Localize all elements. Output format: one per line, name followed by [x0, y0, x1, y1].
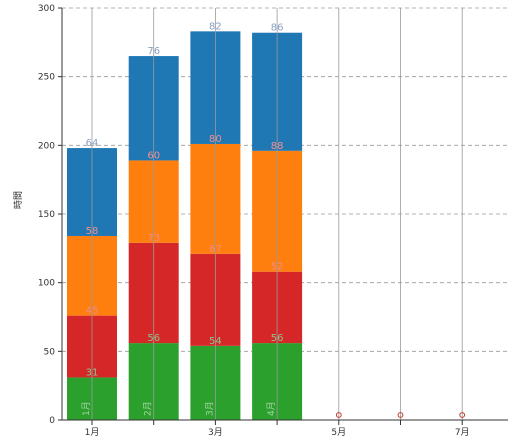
- bar-month-label: 1月: [81, 401, 92, 416]
- data-label: 54: [209, 336, 222, 347]
- data-label: 67: [209, 244, 222, 255]
- y-tick-label: 150: [38, 210, 55, 220]
- x-tick-label: 5月: [331, 427, 346, 438]
- data-label: 88: [271, 141, 284, 152]
- data-label: 82: [209, 21, 222, 32]
- zero-marker: [459, 412, 466, 418]
- x-tick-label: 1月: [85, 427, 100, 438]
- data-label: 56: [147, 333, 160, 344]
- zero-marker: [397, 412, 404, 418]
- bar-month-label: 4月: [266, 401, 277, 416]
- data-label: 31: [86, 367, 99, 378]
- bar-month-label: 3月: [204, 401, 215, 416]
- y-axis-title: 時間: [13, 191, 24, 209]
- bar-month-label: 5月: [328, 401, 339, 416]
- zero-marker: [335, 412, 342, 418]
- vertical-grid-layer: [91, 8, 463, 420]
- y-tick-label: 200: [38, 141, 55, 151]
- data-label: 60: [147, 150, 160, 161]
- axes-layer: 0 50 100 150 200 250 300 1月 3月 5月 7月: [38, 4, 508, 438]
- y-tick-label: 0: [49, 416, 55, 426]
- data-label: 86: [271, 23, 284, 34]
- bar-month-label: 7月: [451, 401, 462, 416]
- labels-layer: 31 45 58 64 56 73 60 76 54 67 80 82 56 52 88 86 1月 2月 3月 4月…: [81, 21, 466, 418]
- x-tick-label: 7月: [455, 427, 470, 438]
- data-label: 52: [271, 262, 284, 273]
- y-tick-label: 100: [38, 279, 55, 289]
- data-label: 76: [147, 46, 160, 57]
- data-label: 73: [147, 233, 160, 244]
- data-label: 45: [86, 306, 99, 317]
- y-tick-label: 250: [38, 73, 55, 83]
- bar-month-label: 2月: [143, 401, 154, 416]
- grid-layer: [62, 7, 508, 352]
- y-tick-label: 300: [38, 4, 55, 14]
- data-label: 58: [86, 226, 99, 237]
- data-label: 80: [209, 134, 222, 145]
- data-label: 56: [271, 333, 284, 344]
- bars-layer: [67, 31, 303, 420]
- data-label: 64: [86, 138, 99, 149]
- x-tick-label: 3月: [208, 427, 223, 438]
- bar-month-label: 6月: [390, 401, 401, 416]
- y-tick-label: 50: [44, 347, 56, 357]
